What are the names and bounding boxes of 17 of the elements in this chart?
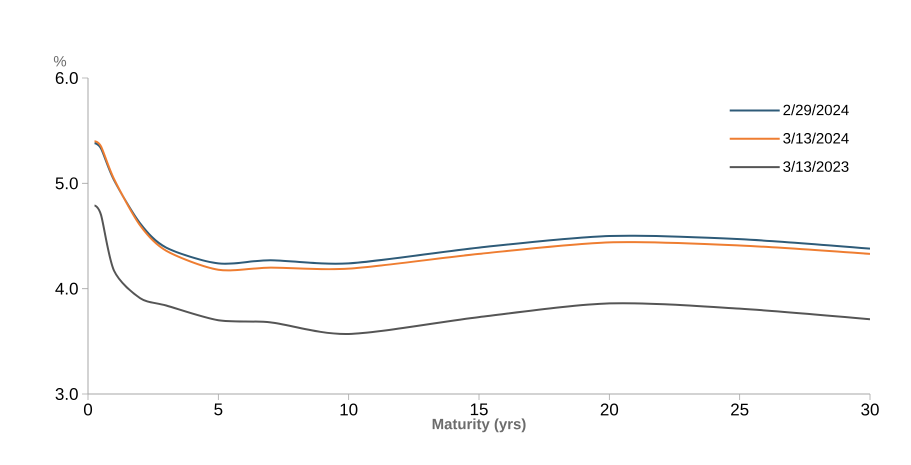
y-tick-label: 6.0: [56, 72, 78, 84]
legend-label: 2/29/2024: [783, 104, 849, 116]
y-tick-label: 4.0: [55, 282, 78, 295]
x-tick-label: 0: [84, 404, 92, 416]
x-tick-label: 20: [600, 404, 618, 416]
x-tick-label: 5: [214, 404, 222, 416]
y-axis-title: %: [54, 56, 66, 66]
x-tick-label: 10: [340, 404, 358, 416]
legend-label: 3/13/2024: [783, 132, 849, 144]
y-tick-label: 5.0: [56, 177, 78, 190]
x-tick-label: 25: [731, 404, 748, 416]
y-tick-label: 3.0: [56, 388, 78, 400]
line-series: [94, 204, 870, 335]
legend-label: 3/13/2023: [783, 160, 849, 172]
x-tick-label: 15: [470, 404, 488, 416]
x-tick-label: 30: [861, 404, 879, 416]
x-axis-title: Maturity (yrs): [432, 418, 526, 432]
